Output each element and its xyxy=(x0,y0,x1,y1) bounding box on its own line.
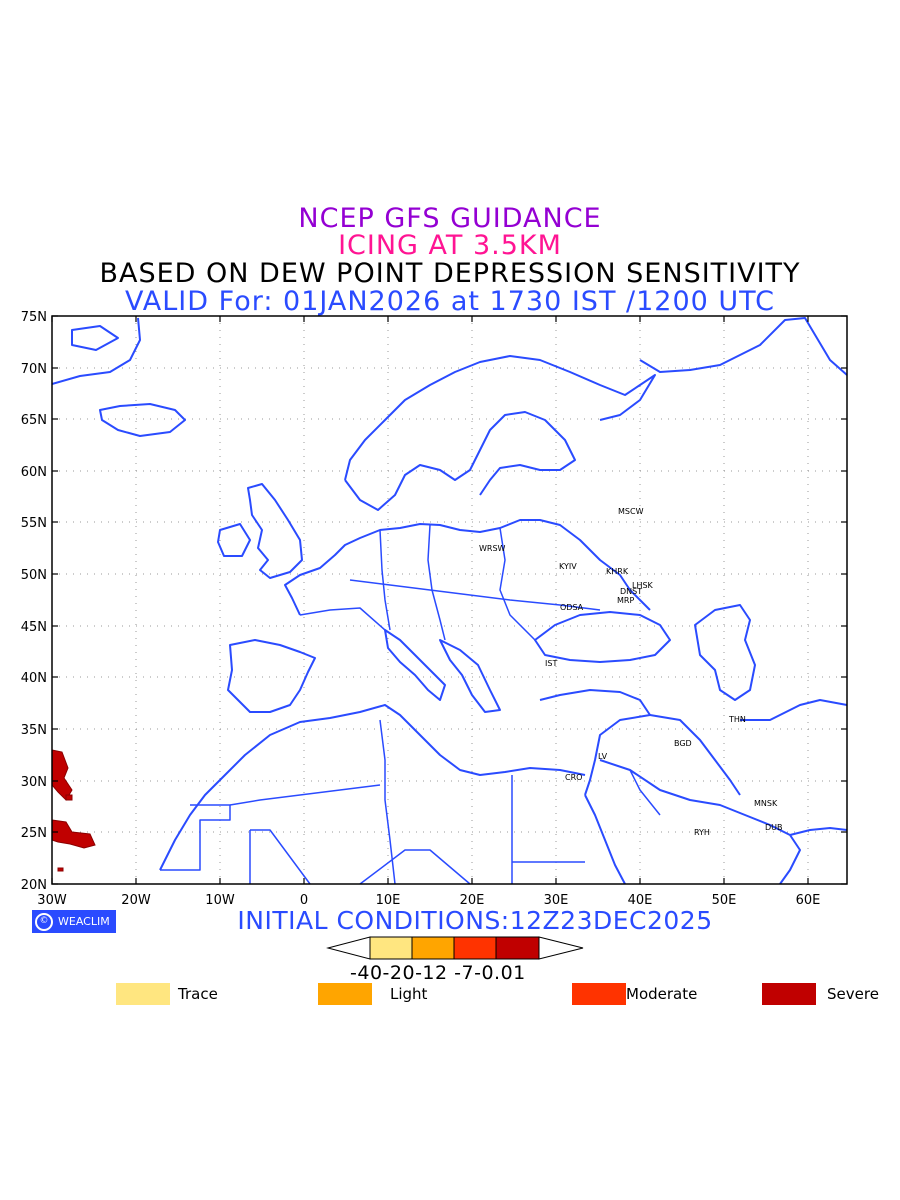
x-axis-labels: 30W 20W 10W 0 10E 20E 30E 40E 50E 60E xyxy=(37,893,820,908)
city-label: MNSK xyxy=(754,799,778,808)
city-label: IST xyxy=(545,659,557,668)
colorbar-severe-box xyxy=(495,936,540,960)
colorbar-light-box xyxy=(411,936,455,960)
title-line-3: BASED ON DEW POINT DEPRESSION SENSITIVIT… xyxy=(99,258,801,289)
title-line-2: ICING AT 3.5KM xyxy=(338,230,562,261)
city-label: LV xyxy=(598,752,608,761)
city-label: LHSK xyxy=(632,581,654,590)
city-label: KHRK xyxy=(606,567,629,576)
city-label: WRSW xyxy=(479,544,506,553)
grid-lines xyxy=(52,316,847,884)
legend-swatch xyxy=(762,983,816,1005)
y-tick-label: 50N xyxy=(21,568,47,583)
y-tick-label: 55N xyxy=(21,516,47,531)
x-tick-label: 30E xyxy=(544,893,569,908)
x-tick-label: 30W xyxy=(37,893,67,908)
legend-label: Moderate xyxy=(626,985,698,1003)
y-tick-label: 70N xyxy=(21,362,47,377)
y-tick-label: 65N xyxy=(21,413,47,428)
y-tick-label: 40N xyxy=(21,671,47,686)
y-tick-label: 35N xyxy=(21,723,47,738)
city-label: DNST xyxy=(620,587,642,596)
city-labels: MSCW WRSW KYIV KHRK LHSK DNST MRP ODSA I… xyxy=(479,507,783,837)
legend-swatch xyxy=(116,983,170,1005)
x-tick-label: 40E xyxy=(628,893,653,908)
colorbar-right-arrow xyxy=(538,936,584,960)
legend-swatch xyxy=(572,983,626,1005)
y-tick-label: 75N xyxy=(21,310,47,325)
copyright-circle-icon: © xyxy=(35,912,53,931)
city-label: BGD xyxy=(674,739,692,748)
legend-item-trace: Trace xyxy=(116,983,218,1005)
y-tick-label: 20N xyxy=(21,878,47,893)
y-tick-label: 25N xyxy=(21,826,47,841)
logo-text: WEACLIM xyxy=(58,915,110,928)
city-label: MSCW xyxy=(618,507,644,516)
legend-label: Severe xyxy=(827,985,879,1003)
legend-item-light: Light xyxy=(318,983,427,1005)
colorbar-trace-box xyxy=(369,936,413,960)
legend-item-moderate: Moderate xyxy=(572,983,697,1005)
x-tick-label: 10E xyxy=(376,893,401,908)
city-label: DUB xyxy=(765,823,783,832)
title-line-4: VALID For: 01JAN2026 at 1730 IST /1200 U… xyxy=(125,286,775,317)
colorbar xyxy=(326,936,584,960)
y-tick-label: 30N xyxy=(21,775,47,790)
legend-swatch xyxy=(318,983,372,1005)
y-axis-labels: 75N 70N 65N 60N 55N 50N 45N 40N 35N 30N … xyxy=(21,310,47,893)
city-label: THN xyxy=(728,715,746,724)
x-tick-label: 10W xyxy=(205,893,235,908)
x-tick-label: 20E xyxy=(460,893,485,908)
colorbar-tick-labels: -40-20-12 -7-0.01 xyxy=(350,962,526,984)
city-label: CRO xyxy=(565,773,582,782)
x-tick-label: 20W xyxy=(121,893,151,908)
initial-conditions-label: INITIAL CONDITIONS:12Z23DEC2025 xyxy=(237,906,713,935)
city-label: ODSA xyxy=(560,603,584,612)
city-label: RYH xyxy=(694,828,710,837)
title-line-1: NCEP GFS GUIDANCE xyxy=(298,203,602,234)
legend-label: Light xyxy=(390,985,428,1003)
colorbar-left-arrow xyxy=(326,936,371,960)
plot-frame xyxy=(51,315,848,885)
legend-label: Trace xyxy=(178,985,218,1003)
city-label: MRP xyxy=(617,596,634,605)
icing-severe-area xyxy=(51,749,96,872)
tick-marks xyxy=(51,315,847,885)
legend-item-severe: Severe xyxy=(762,983,879,1005)
x-tick-label: 50E xyxy=(712,893,737,908)
y-tick-label: 60N xyxy=(21,465,47,480)
weaclim-logo: © WEACLIM xyxy=(32,910,116,933)
y-tick-label: 45N xyxy=(21,620,47,635)
city-label: KYIV xyxy=(559,562,577,571)
coastlines xyxy=(51,317,848,885)
x-tick-label: 0 xyxy=(300,893,308,908)
x-tick-label: 60E xyxy=(796,893,821,908)
colorbar-moderate-box xyxy=(453,936,497,960)
